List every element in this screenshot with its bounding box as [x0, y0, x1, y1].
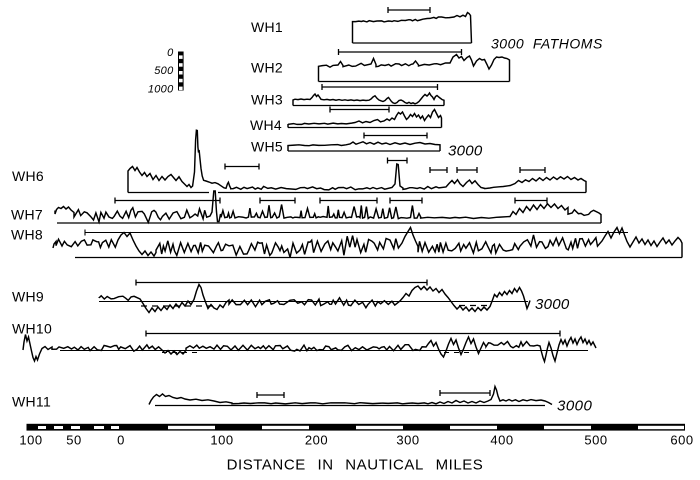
svg-text:WH10: WH10 [12, 321, 52, 337]
svg-text:0: 0 [167, 47, 174, 59]
svg-text:3000: 3000 [448, 143, 483, 160]
svg-text:WH4: WH4 [250, 117, 282, 133]
svg-text:WH5: WH5 [251, 139, 283, 155]
svg-text:WH7: WH7 [11, 207, 43, 223]
svg-text:WH8: WH8 [11, 227, 43, 243]
svg-text:WH11: WH11 [12, 394, 51, 410]
svg-text:200: 200 [305, 433, 328, 448]
svg-text:1000: 1000 [148, 84, 174, 96]
svg-text:50: 50 [66, 433, 81, 448]
svg-text:400: 400 [490, 433, 513, 448]
svg-text:3000 FATHOMS: 3000 FATHOMS [491, 36, 603, 52]
svg-text:WH2: WH2 [251, 60, 283, 76]
svg-text:600: 600 [670, 433, 693, 448]
svg-text:500: 500 [584, 433, 607, 448]
svg-text:3000: 3000 [557, 398, 593, 415]
svg-text:300: 300 [396, 433, 419, 448]
svg-text:500: 500 [154, 65, 174, 77]
svg-text:WH3: WH3 [251, 92, 283, 108]
svg-text:100: 100 [19, 433, 42, 448]
svg-text:DISTANCE IN NAUTICAL MILES: DISTANCE IN NAUTICAL MILES [227, 457, 484, 474]
svg-text:100: 100 [210, 433, 233, 448]
svg-text:WH9: WH9 [12, 289, 44, 305]
svg-text:WH6: WH6 [12, 168, 44, 184]
svg-text:0: 0 [117, 433, 125, 448]
svg-text:WH1: WH1 [251, 19, 283, 35]
svg-text:3000: 3000 [535, 296, 570, 313]
